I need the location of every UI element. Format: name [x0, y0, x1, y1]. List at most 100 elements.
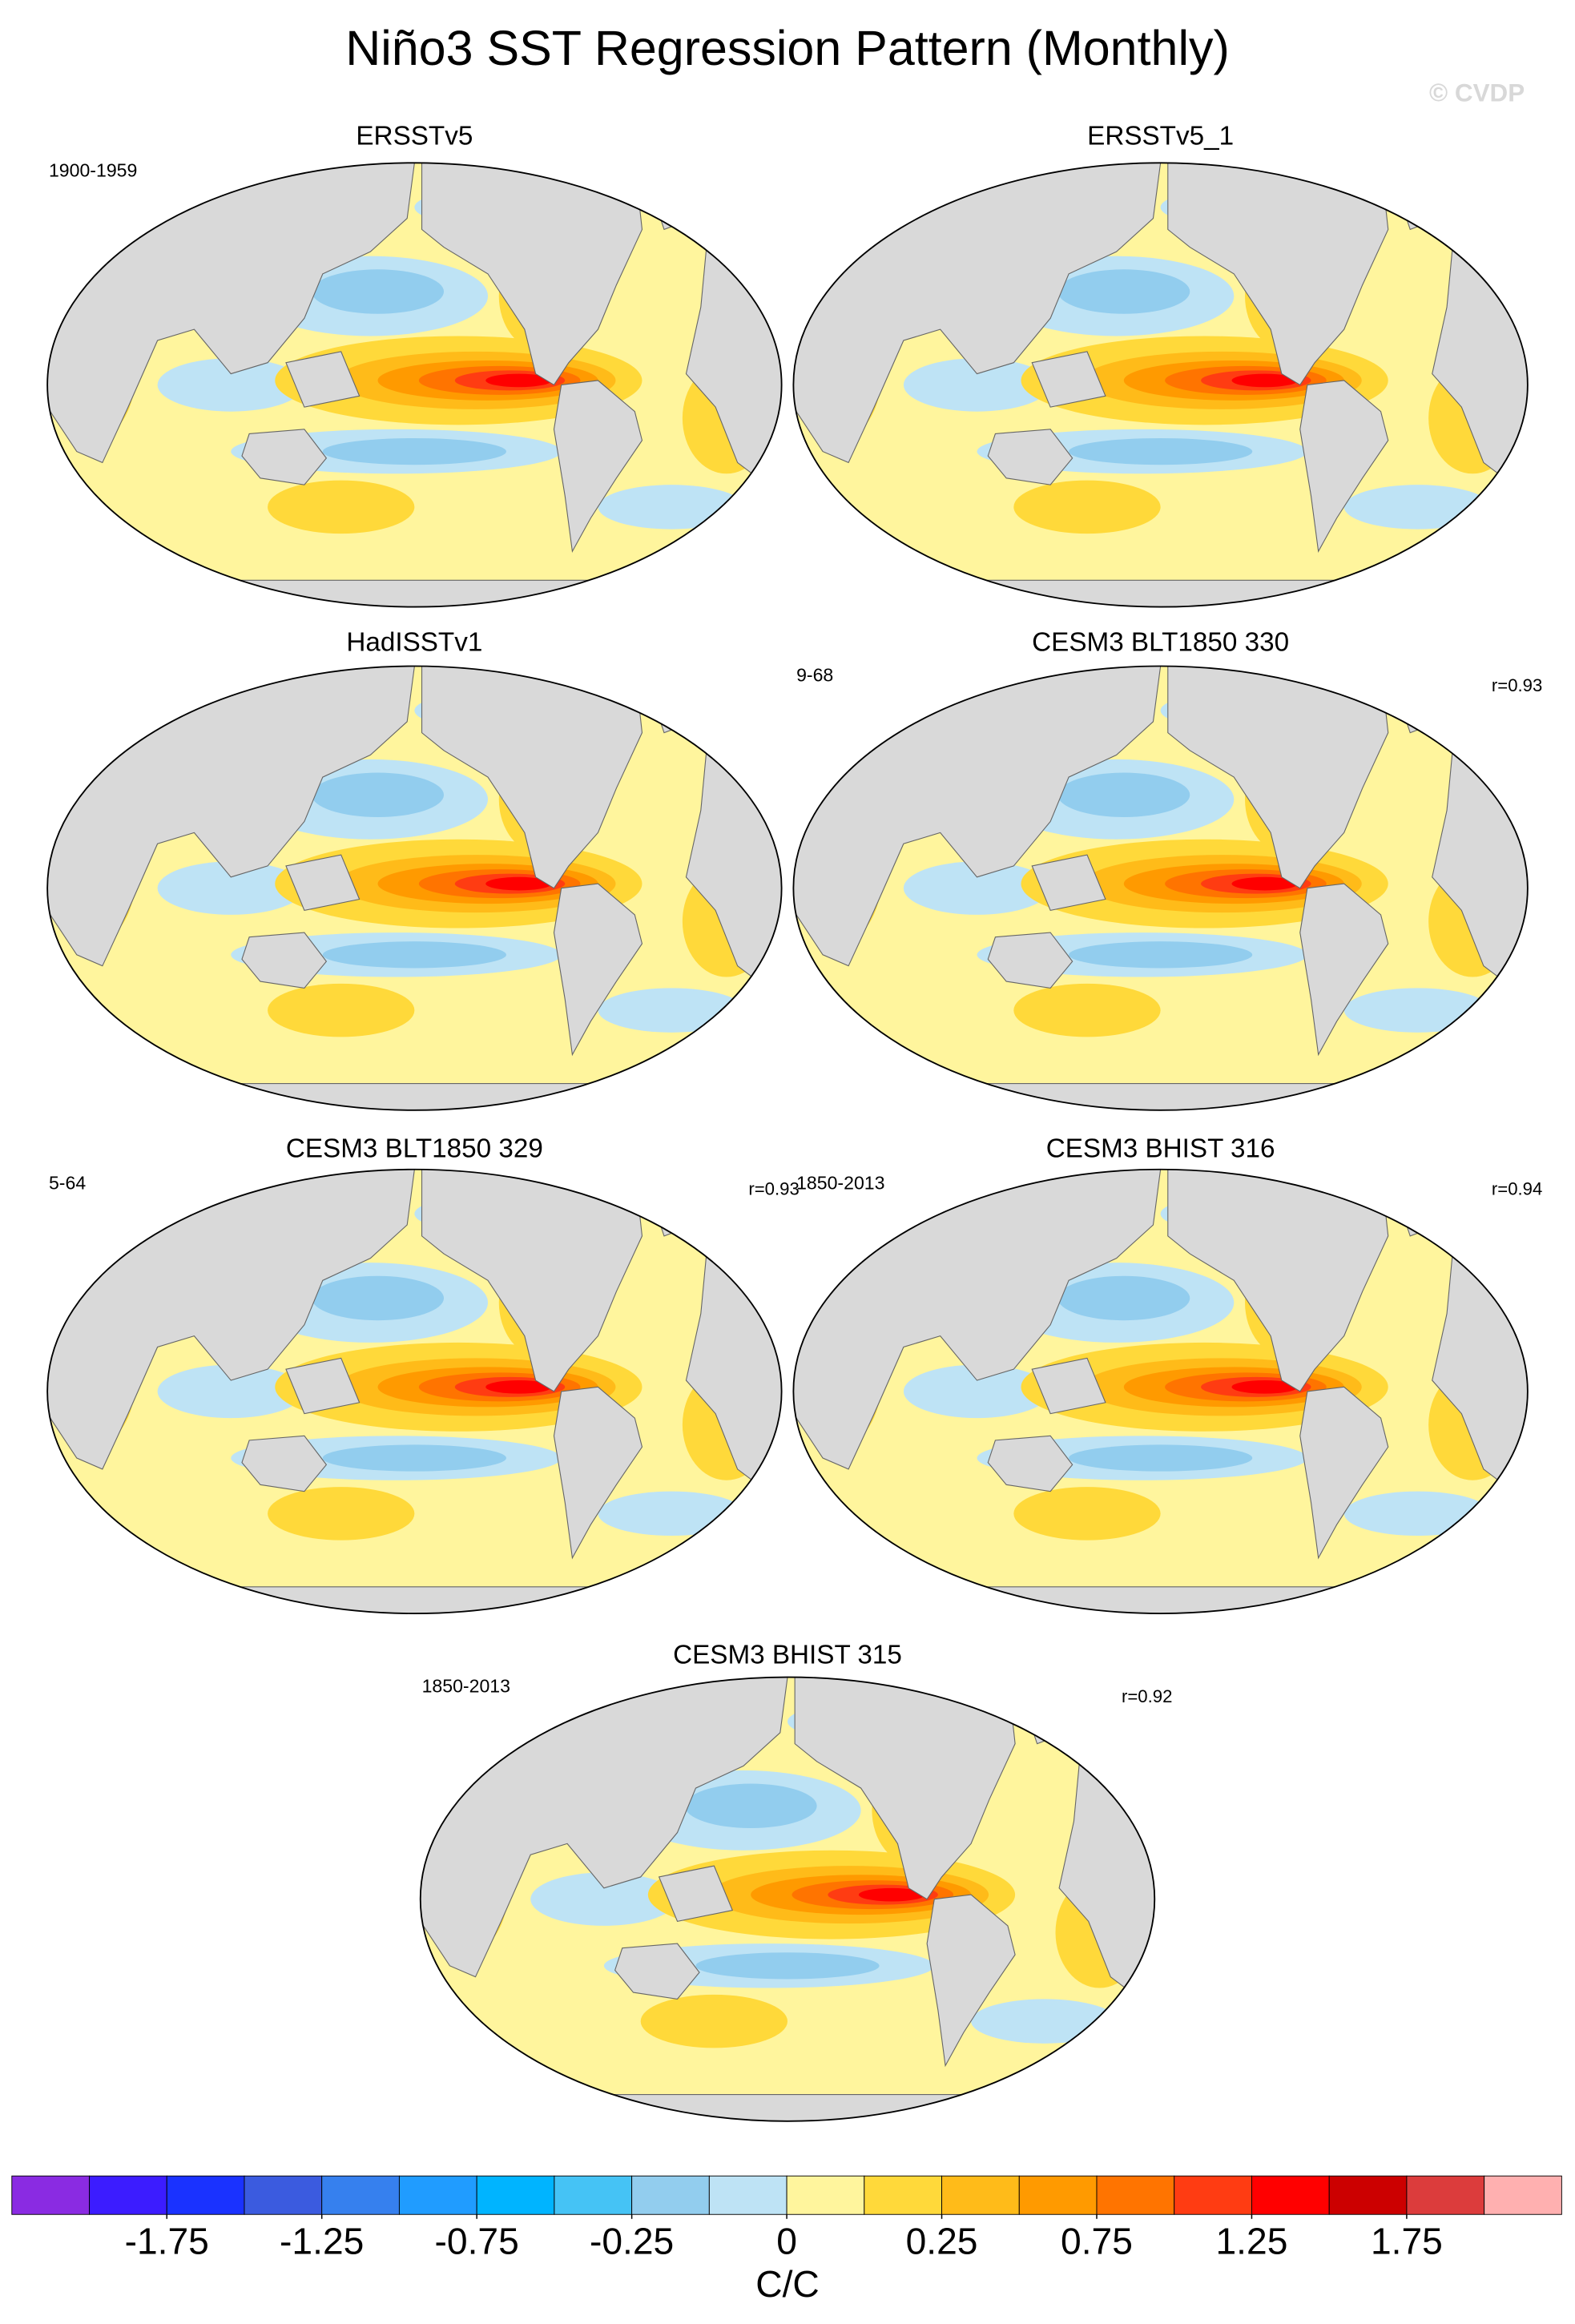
warm-tongue: [1231, 1380, 1299, 1394]
cool-region: [598, 1491, 745, 1537]
map-border: [792, 1168, 1529, 1614]
land: [793, 1586, 1528, 1614]
cool-region: [598, 485, 745, 530]
cool-region: [684, 1783, 817, 1828]
land: [926, 1894, 1016, 2068]
colorbar-box: [398, 2175, 477, 2215]
warm-region: [268, 480, 415, 534]
colorbar-label: C/C: [755, 2263, 820, 2305]
colorbar-box: [89, 2175, 167, 2215]
cool-region: [312, 269, 445, 314]
cool-region: [1057, 1275, 1190, 1321]
warm-region: [268, 1487, 415, 1541]
panel-correlation: r=0.92: [1122, 1686, 1172, 1706]
land: [421, 163, 643, 386]
colorbar-box: [1018, 2175, 1098, 2215]
colorbar-tick-label: 0.25: [906, 2220, 978, 2262]
panel-period: 1850-2013: [422, 1676, 510, 1697]
land: [420, 2094, 1155, 2121]
land: [421, 1169, 643, 1392]
colorbar-box: [864, 2175, 942, 2215]
panel-title: ERSSTv5_1: [1087, 122, 1234, 151]
colorbar-tick-label: 1.75: [1371, 2220, 1443, 2262]
cool-region: [157, 1364, 304, 1419]
land: [1031, 1357, 1106, 1415]
map-border: [46, 1168, 783, 1614]
land: [553, 1386, 643, 1560]
cool-region: [903, 358, 1051, 412]
cool-region: [903, 1364, 1051, 1419]
cool-region: [971, 1999, 1118, 2044]
warm-region: [640, 1994, 788, 2048]
map-border: [46, 665, 783, 1111]
cool-region: [1069, 437, 1253, 465]
cool-region: [157, 861, 304, 915]
warm-region: [268, 983, 415, 1037]
cool-region: [1069, 941, 1253, 969]
warm-tongue: [485, 876, 552, 891]
warm-tongue: [1231, 876, 1299, 891]
cool-region: [322, 437, 506, 465]
cool-region: [598, 988, 745, 1033]
land: [614, 1943, 700, 2000]
panel-title: HadISSTv1: [346, 628, 482, 658]
map-border: [46, 162, 783, 608]
cool-region: [157, 358, 304, 412]
colorbar-box: [708, 2175, 788, 2215]
land: [241, 1435, 328, 1492]
panel-period: 1850-2013: [796, 1172, 884, 1193]
land: [1299, 883, 1389, 1057]
cool-region: [1343, 485, 1492, 530]
land: [1167, 163, 1389, 386]
colorbar-box: [1251, 2175, 1330, 2215]
colorbar-box: [631, 2175, 710, 2215]
cool-region: [695, 1952, 880, 1980]
map: [420, 1677, 1155, 2121]
panel-period: 1900-1959: [49, 159, 137, 180]
cool-region: [1343, 1491, 1492, 1537]
land: [47, 1083, 782, 1110]
land: [553, 380, 643, 554]
land: [285, 351, 361, 408]
map: [793, 1169, 1528, 1614]
land: [794, 1677, 1016, 1900]
panel-correlation: r=0.93: [748, 1178, 799, 1198]
land: [285, 854, 361, 912]
map: [47, 1169, 782, 1614]
cool-region: [1057, 269, 1190, 314]
panel-title: CESM3 BLT1850 330: [1032, 628, 1289, 658]
land: [241, 429, 328, 485]
land: [987, 429, 1073, 485]
warm-tongue: [1231, 373, 1299, 388]
cool-region: [322, 941, 506, 969]
figure-title: Niño3 SST Regression Pattern (Monthly): [345, 21, 1230, 75]
colorbar-tick-label: -1.75: [125, 2220, 209, 2262]
panel-period: 9-68: [796, 665, 833, 686]
colorbar-box: [1406, 2175, 1485, 2215]
map: [47, 163, 782, 607]
land: [793, 579, 1528, 607]
land: [1031, 854, 1106, 912]
land: [793, 1083, 1528, 1110]
warm-tongue: [485, 373, 552, 388]
cool-region: [1069, 1444, 1253, 1472]
land: [1299, 380, 1389, 554]
land: [421, 666, 643, 889]
colorbar-tick-label: 0: [776, 2220, 797, 2262]
map-border: [792, 162, 1529, 608]
warm-region: [1013, 480, 1161, 534]
map: [793, 666, 1528, 1110]
land: [285, 1357, 361, 1415]
cool-region: [903, 861, 1051, 915]
colorbar-tick-label: 1.25: [1215, 2220, 1287, 2262]
land: [987, 1435, 1073, 1492]
land: [47, 579, 782, 607]
colorbar-box: [476, 2175, 555, 2215]
land: [987, 932, 1073, 989]
colorbar-tick-label: -0.75: [435, 2220, 519, 2262]
land: [1299, 1386, 1389, 1560]
panel-title: CESM3 BLT1850 329: [286, 1134, 543, 1163]
panel-correlation: r=0.94: [1492, 1178, 1542, 1198]
